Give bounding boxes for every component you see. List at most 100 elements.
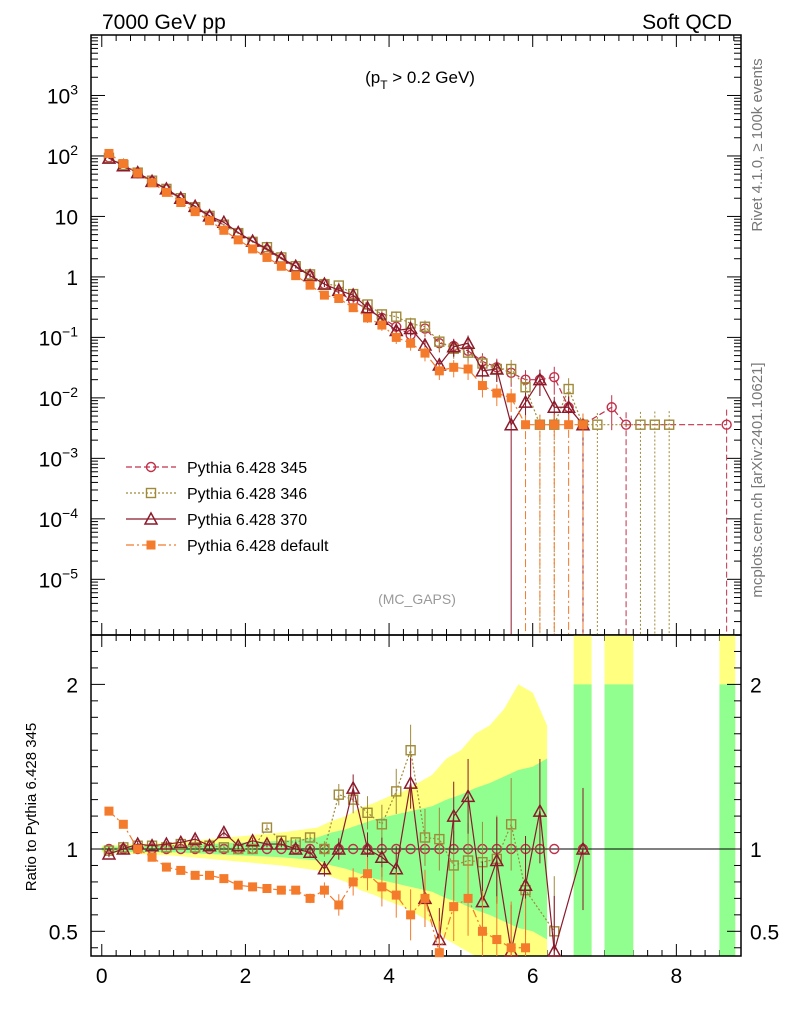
ratio-point	[116, 841, 131, 855]
data-point	[649, 419, 661, 430]
header-right: Soft QCD	[642, 11, 732, 34]
ratio-point	[262, 884, 272, 894]
ratio-point	[219, 874, 229, 884]
ratio-point	[374, 849, 390, 863]
data-point	[503, 417, 519, 431]
ratio-point	[405, 745, 416, 756]
ratio-point	[233, 880, 243, 890]
data-point	[317, 276, 332, 290]
legend-marker	[143, 511, 159, 525]
y-tick-label: 10−2	[39, 384, 79, 411]
legend-label: Pythia 6.428 370	[187, 512, 307, 529]
data-point	[190, 207, 200, 217]
x-tick-label: 6	[527, 965, 539, 988]
ratio-point	[176, 865, 186, 875]
ratio-ref-point	[405, 843, 416, 855]
ratio-point	[360, 841, 375, 855]
y-tick-label: 10−1	[39, 323, 79, 350]
ratio-point	[248, 882, 258, 892]
ratio-tick-label-right: 2	[750, 674, 762, 697]
data-point	[449, 362, 459, 372]
ratio-point	[518, 877, 533, 891]
ratio-point	[245, 833, 260, 847]
ratio-point	[144, 838, 160, 852]
ratio-point	[216, 824, 232, 839]
data-point	[419, 321, 431, 332]
data-point	[104, 148, 114, 158]
ratio-point	[333, 789, 344, 800]
ratio-point	[521, 943, 531, 953]
data-point	[276, 261, 286, 271]
series-line	[108, 157, 584, 427]
ratio-point	[274, 836, 289, 850]
data-point	[348, 303, 358, 313]
ratio-point	[391, 786, 402, 797]
ratio-point	[147, 852, 157, 862]
data-point	[176, 197, 186, 207]
ratio-point	[230, 838, 246, 852]
ratio-tick-label-left: 1	[66, 839, 78, 862]
ratio-point	[489, 852, 505, 867]
data-point	[463, 364, 473, 374]
ratio-block-green	[719, 684, 736, 956]
ratio-point	[406, 910, 416, 920]
data-point	[161, 187, 171, 197]
data-point	[205, 216, 215, 226]
data-point	[620, 419, 632, 430]
x-tick-label: 0	[96, 965, 108, 988]
y-tick-label: 10−4	[39, 505, 79, 532]
ratio-point	[173, 834, 189, 849]
data-point	[546, 399, 562, 413]
legend-marker	[145, 487, 157, 499]
side-label-bottom: mcplots.cern.ch [arXiv:2401.10621]	[749, 362, 766, 597]
y-tick-label: 1	[66, 267, 78, 290]
ratio-point	[259, 836, 275, 850]
ratio-point	[434, 948, 444, 958]
ratio-point	[449, 902, 459, 912]
data-point	[302, 268, 318, 282]
y-tick-label: 102	[47, 142, 78, 169]
ratio-point	[319, 843, 330, 855]
data-point	[377, 320, 387, 330]
x-tick-label: 4	[383, 965, 395, 988]
ratio-frame	[90, 634, 742, 957]
ratio-point	[448, 860, 459, 871]
x-tick-label: 8	[671, 965, 683, 988]
legend-label: Pythia 6.428 345	[187, 460, 307, 477]
ratio-point	[506, 943, 516, 953]
data-point	[520, 382, 531, 393]
data-point	[492, 388, 502, 398]
ratio-point	[331, 841, 347, 855]
ratio-ref-point	[347, 843, 359, 855]
data-point	[635, 419, 646, 430]
data-point	[563, 383, 574, 395]
ratio-tick-label-left: 2	[66, 674, 78, 697]
y-tick-label: 10−3	[39, 444, 79, 471]
ratio-point	[477, 926, 487, 936]
data-point	[505, 363, 517, 375]
data-point	[477, 381, 487, 391]
data-point	[406, 338, 416, 348]
ratio-point	[505, 819, 517, 830]
ratio-ylabel: Ratio to Pythia 6.428 345	[23, 723, 40, 891]
data-point	[319, 290, 329, 300]
ratio-point	[348, 877, 358, 887]
ratio-point	[288, 841, 303, 855]
data-point	[262, 252, 272, 262]
watermark: (MC_GAPS)	[378, 591, 456, 607]
data-point	[561, 399, 576, 413]
ratio-ref-point	[549, 843, 560, 855]
data-point	[578, 420, 588, 430]
series-line	[108, 156, 727, 426]
ratio-tick-label-right: 1	[750, 839, 762, 862]
ratio-point	[391, 890, 401, 900]
data-point	[489, 361, 505, 375]
data-point	[532, 372, 548, 386]
data-point	[291, 271, 301, 281]
ratio-point	[202, 838, 217, 852]
y-tick-label: 10−5	[39, 565, 79, 592]
data-point	[118, 159, 128, 169]
data-point	[147, 178, 157, 188]
series-line	[108, 157, 670, 426]
